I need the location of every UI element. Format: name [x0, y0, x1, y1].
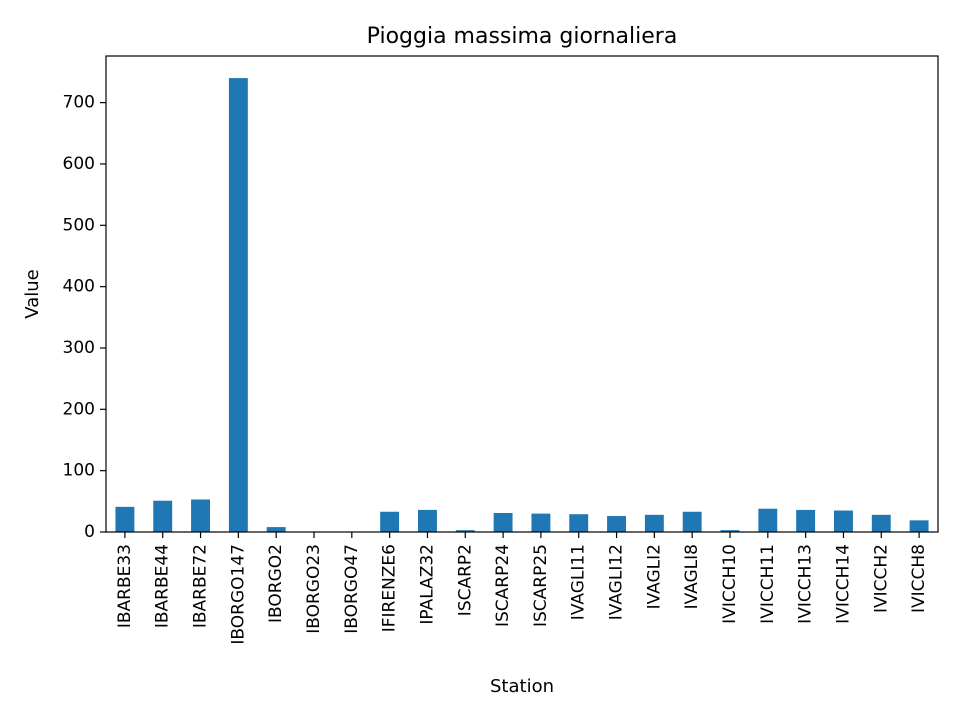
y-axis-ticks: 0 100 200 300 400 500 600 700 — [63, 93, 106, 542]
bar-ifirenze6 — [380, 512, 399, 532]
x-tick-label: IVICCH8 — [909, 544, 929, 613]
x-tick-label: IVICCH10 — [720, 544, 740, 624]
x-tick-label: ISCARP2 — [455, 544, 475, 616]
y-tick-label: 0 — [84, 522, 95, 542]
bar-ivicch2 — [872, 515, 891, 532]
y-tick-label: 200 — [63, 399, 95, 419]
bar-ibarbe44 — [153, 501, 172, 532]
x-tick-label: IBORGO23 — [304, 544, 324, 634]
y-tick-label: 700 — [63, 93, 95, 113]
y-tick-label: 300 — [63, 338, 95, 358]
bar-ivagli2 — [645, 515, 664, 532]
x-tick-label: IVAGLI12 — [607, 544, 627, 620]
x-tick-label: IBORGO47 — [342, 544, 362, 634]
bar-iscarp25 — [531, 514, 550, 532]
x-tick-label: ISCARP25 — [531, 544, 551, 627]
x-tick-label: IVICCH11 — [758, 544, 778, 624]
bar-ibarbe33 — [115, 507, 134, 532]
bar-ivagli12 — [607, 516, 626, 532]
x-axis-label: Station — [490, 676, 554, 697]
x-tick-label: IVICCH2 — [871, 544, 891, 613]
bars-group — [115, 78, 928, 532]
y-tick-label: 400 — [63, 277, 95, 297]
bar-ibarbe72 — [191, 499, 210, 532]
x-tick-label: IBARBE33 — [115, 544, 135, 628]
bar-ivagli8 — [683, 512, 702, 532]
bar-ivicch8 — [910, 520, 929, 532]
bar-ipalaz32 — [418, 510, 437, 532]
chart-title: Pioggia massima giornaliera — [367, 24, 678, 49]
y-axis-label: Value — [22, 269, 43, 318]
bar-iscarp24 — [494, 513, 513, 532]
x-axis-ticks: IBARBE33 IBARBE44 IBARBE72 IBORGO147 IBORGO2… — [115, 532, 929, 645]
y-tick-label: 100 — [63, 461, 95, 481]
x-tick-label: IBORGO147 — [228, 544, 248, 645]
bar-ivicch13 — [796, 510, 815, 532]
bar-ivagli11 — [569, 514, 588, 532]
x-tick-label: IVICCH14 — [833, 544, 853, 624]
x-tick-label: IBARBE72 — [191, 544, 211, 628]
x-tick-label: IVICCH13 — [796, 544, 816, 624]
x-tick-label: IBORGO2 — [266, 544, 286, 623]
y-tick-label: 600 — [63, 154, 95, 174]
x-tick-label: IVAGLI2 — [644, 544, 664, 609]
bar-iborgo147 — [229, 78, 248, 532]
bar-ivicch14 — [834, 511, 853, 532]
x-tick-label: IFIRENZE6 — [380, 544, 400, 632]
x-tick-label: IVAGLI11 — [569, 544, 589, 620]
x-tick-label: IVAGLI8 — [682, 544, 702, 609]
y-tick-label: 500 — [63, 215, 95, 235]
x-tick-label: IPALAZ32 — [417, 544, 437, 625]
bar-ivicch11 — [758, 509, 777, 532]
x-tick-label: ISCARP24 — [493, 544, 513, 627]
x-tick-label: IBARBE44 — [153, 544, 173, 628]
bar-iborgo2 — [267, 527, 286, 532]
